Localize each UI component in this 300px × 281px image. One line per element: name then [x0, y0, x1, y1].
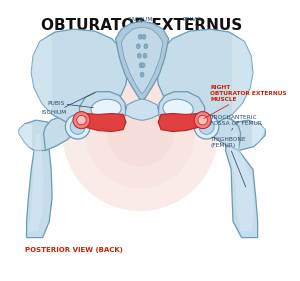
Ellipse shape [137, 53, 141, 58]
Polygon shape [230, 120, 265, 150]
Circle shape [194, 114, 219, 139]
Text: OBTURATOR EXTERNUS: OBTURATOR EXTERNUS [41, 18, 243, 33]
Polygon shape [80, 92, 126, 124]
Text: SACRUM: SACRUM [128, 17, 153, 22]
Circle shape [198, 115, 208, 125]
Polygon shape [116, 22, 169, 101]
Ellipse shape [141, 63, 145, 67]
Text: PUBIS: PUBIS [47, 101, 93, 108]
Text: RIGHT
OBTURATOR EXTERNUS
MUSCLE: RIGHT OBTURATOR EXTERNUS MUSCLE [204, 85, 287, 119]
Ellipse shape [163, 99, 193, 118]
Circle shape [77, 115, 86, 125]
Polygon shape [229, 133, 254, 231]
Polygon shape [226, 133, 258, 238]
Circle shape [85, 78, 195, 188]
Ellipse shape [136, 44, 140, 49]
Ellipse shape [138, 34, 142, 39]
Polygon shape [121, 27, 163, 94]
Polygon shape [44, 116, 74, 150]
Ellipse shape [91, 99, 121, 118]
Polygon shape [19, 120, 55, 150]
Text: ISCHIUM: ISCHIUM [41, 92, 95, 115]
Polygon shape [31, 35, 52, 114]
Text: THIGHBONE
(FEMUR): THIGHBONE (FEMUR) [210, 137, 246, 187]
Text: TROCHANTERIC
FOSSA OF FEMUR: TROCHANTERIC FOSSA OF FEMUR [210, 115, 262, 130]
Polygon shape [158, 92, 205, 124]
Circle shape [65, 114, 90, 139]
Polygon shape [138, 101, 146, 114]
Polygon shape [158, 114, 206, 132]
Ellipse shape [139, 63, 143, 67]
Circle shape [194, 112, 211, 129]
Polygon shape [28, 133, 44, 231]
Circle shape [73, 112, 90, 129]
Ellipse shape [144, 44, 148, 49]
Text: PELVIS: PELVIS [182, 17, 201, 28]
Polygon shape [156, 29, 253, 124]
Ellipse shape [142, 34, 146, 39]
Polygon shape [26, 133, 52, 238]
Ellipse shape [143, 53, 147, 58]
Polygon shape [31, 29, 128, 124]
Circle shape [199, 119, 214, 134]
Text: POSTERIOR VIEW (BACK): POSTERIOR VIEW (BACK) [25, 247, 123, 253]
Circle shape [107, 100, 173, 167]
Circle shape [62, 56, 218, 211]
Polygon shape [210, 116, 241, 150]
Ellipse shape [140, 72, 144, 77]
Polygon shape [125, 99, 159, 120]
Polygon shape [19, 124, 32, 149]
Polygon shape [79, 114, 126, 132]
Polygon shape [232, 35, 253, 114]
Polygon shape [252, 120, 265, 149]
Circle shape [70, 119, 85, 134]
